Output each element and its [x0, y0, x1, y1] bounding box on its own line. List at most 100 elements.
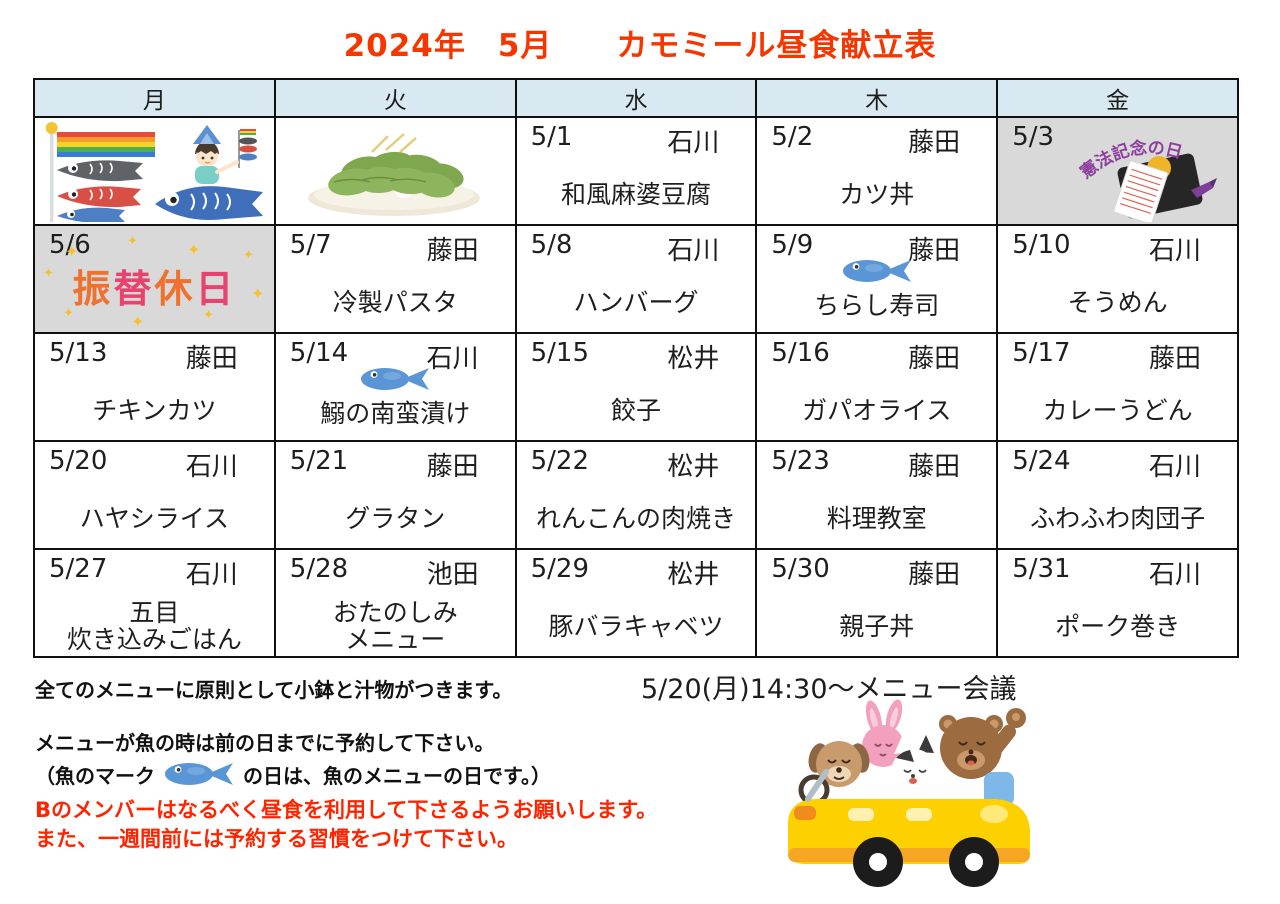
weekday-header-wed: 水: [514, 78, 758, 118]
calendar-cell-5-2: 5/2 藤田 カツ丼: [755, 116, 999, 226]
weekday-header-thu: 木: [755, 78, 999, 118]
calendar-cell-5-14: 5/14 石川 鰯の南蛮漬け: [273, 332, 517, 442]
cell-staff: 藤田: [908, 560, 961, 590]
cell-date: 5/31: [1012, 554, 1071, 584]
weekday-header-fri: 金: [996, 78, 1239, 118]
cell-date: 5/17: [1012, 338, 1071, 368]
calendar-cell-5-27: 5/27 石川 五目 炊き込みごはん: [33, 548, 276, 658]
cell-staff: 藤田: [1148, 344, 1201, 374]
calendar-cell-5-31: 5/31 石川 ポーク巻き: [996, 548, 1239, 658]
star-decoration: [131, 312, 144, 331]
star-decoration: [65, 242, 78, 261]
week-row-1: 5/1 石川 和風麻婆豆腐 5/2 藤田 カツ丼 5/3: [33, 116, 1239, 226]
cell-date: 5/8: [530, 230, 573, 260]
cell-staff: 藤田: [185, 344, 238, 374]
cell-date: 5/1: [530, 122, 573, 152]
week-row-5: 5/27 石川 五目 炊き込みごはん 5/28 池田 おたのしみ メニュー 5/29…: [33, 548, 1239, 658]
menu-calendar-table: 月 火 水 木 金: [33, 78, 1239, 658]
cell-menu: 鰯の南蛮漬け: [320, 399, 471, 428]
note-fish-reservation: メニューが魚の時は前の日までに予約して下さい。 （魚のマーク の日は、魚のメニュ…: [35, 727, 551, 789]
calendar-cell-5-28: 5/28 池田 おたのしみ メニュー: [273, 548, 517, 658]
cell-menu: グラタン: [345, 504, 446, 533]
cell-date: 5/27: [49, 554, 108, 584]
cell-menu: 冷製パスタ: [332, 288, 458, 317]
note-fish-line2-post: の日は、魚のメニューの日です。）: [243, 763, 551, 788]
calendar-cell-kashiwa-mochi: [273, 116, 517, 226]
note-side-dish: 全てのメニューに原則として小鉢と汁物がつきます。: [35, 678, 513, 702]
cell-menu: ポーク巻き: [1055, 612, 1181, 641]
cell-staff: 石川: [185, 452, 238, 482]
weekday-header-tue: 火: [273, 78, 517, 118]
cell-date: 5/23: [771, 446, 830, 476]
holiday-char: 振: [72, 267, 114, 311]
holiday-char: 休: [154, 267, 196, 311]
constitution-day-illustration: 憲法記念の日: [1075, 137, 1217, 222]
cell-staff: 池田: [426, 560, 479, 590]
cell-staff: 石川: [1148, 560, 1201, 590]
cell-menu: 料理教室: [826, 504, 927, 533]
cell-menu: チキンカツ: [92, 396, 217, 425]
week-row-3: 5/13 藤田 チキンカツ 5/14 石川 鰯の南蛮漬け 5/15 松井 餃子 5/1…: [33, 332, 1239, 442]
page-title: 2024年 5月 カモミール昼食献立表: [343, 28, 937, 64]
note-fish-line1: メニューが魚の時は前の日までに予約して下さい。: [35, 731, 495, 755]
fish-icon: [165, 763, 233, 785]
cell-menu: 親子丼: [839, 612, 915, 641]
cell-staff: 石川: [667, 128, 720, 158]
cell-date: 5/10: [1012, 230, 1071, 260]
cell-date: 5/13: [49, 338, 108, 368]
cell-date: 5/24: [1012, 446, 1071, 476]
cell-staff: 藤田: [426, 452, 479, 482]
fish-icon: [361, 368, 430, 390]
cell-date: 5/20: [49, 446, 108, 476]
calendar-cell-5-24: 5/24 石川 ふわふわ肉団子: [996, 440, 1239, 550]
cell-menu: そうめん: [1067, 288, 1168, 317]
cell-date: 5/21: [289, 446, 349, 476]
cell-menu: カツ丼: [839, 180, 915, 209]
calendar-cell-5-8: 5/8 石川 ハンバーグ: [514, 224, 758, 334]
cell-date: 5/22: [530, 446, 589, 476]
calendar-cell-5-1: 5/1 石川 和風麻婆豆腐: [514, 116, 758, 226]
weekday-header-row: 月 火 水 木 金: [33, 78, 1239, 118]
cell-staff: 石川: [667, 236, 720, 266]
cell-staff: 藤田: [908, 128, 961, 158]
calendar-cell-5-13: 5/13 藤田 チキンカツ: [33, 332, 276, 442]
cell-date: 5/16: [771, 338, 830, 368]
cell-menu: ハヤシライス: [79, 504, 230, 533]
cell-date: 5/15: [530, 338, 589, 368]
calendar-cell-5-16: 5/16 藤田 ガパオライス: [755, 332, 999, 442]
cell-date: 5/28: [289, 554, 349, 584]
cell-staff: 松井: [667, 344, 720, 374]
cell-staff: 石川: [185, 560, 238, 590]
star-decoration: [63, 306, 74, 321]
koinobori-illustration: [45, 122, 263, 224]
cell-date: 5/30: [771, 554, 830, 584]
star-decoration: [127, 234, 138, 249]
cell-menu: ふわふわ肉団子: [1030, 504, 1206, 533]
star-decoration: [187, 240, 200, 259]
calendar-cell-5-21: 5/21 藤田 グラタン: [273, 440, 517, 550]
calendar-cell-5-29: 5/29 松井 豚バラキャベツ: [514, 548, 758, 658]
calendar-cell-5-7: 5/7 藤田 冷製パスタ: [273, 224, 517, 334]
cell-staff: 石川: [1148, 452, 1201, 482]
cell-menu: 豚バラキャベツ: [548, 612, 724, 641]
kashiwa-mochi-illustration: [307, 133, 480, 216]
cell-staff: 松井: [667, 560, 720, 590]
calendar-cell-5-23: 5/23 藤田 料理教室: [755, 440, 999, 550]
cell-menu: ガパオライス: [802, 396, 952, 425]
star-decoration: [43, 266, 54, 281]
cell-date: 5/14: [289, 338, 349, 368]
cell-menu: 五目 炊き込みごはん: [66, 598, 242, 654]
cell-date: 5/3: [1012, 122, 1055, 152]
note-red-request: Bのメンバーはなるべく昼食を利用して下さるようお願いします。 また、一週間前には…: [35, 796, 657, 854]
cell-menu: カレーうどん: [1042, 396, 1193, 425]
cell-staff: 藤田: [908, 236, 961, 266]
cell-staff: 藤田: [908, 344, 961, 374]
week-row-4: 5/20 石川 ハヤシライス 5/21 藤田 グラタン 5/22 松井 れんこんの肉焼…: [33, 440, 1239, 550]
star-decoration: [203, 308, 214, 323]
cell-menu: れんこんの肉焼き: [535, 504, 736, 533]
cell-staff: 藤田: [426, 236, 479, 266]
cell-date: 5/29: [530, 554, 589, 584]
calendar-cell-5-17: 5/17 藤田 カレーうどん: [996, 332, 1239, 442]
cell-menu: おたのしみ メニュー: [332, 598, 458, 654]
cell-staff: 松井: [667, 452, 720, 482]
